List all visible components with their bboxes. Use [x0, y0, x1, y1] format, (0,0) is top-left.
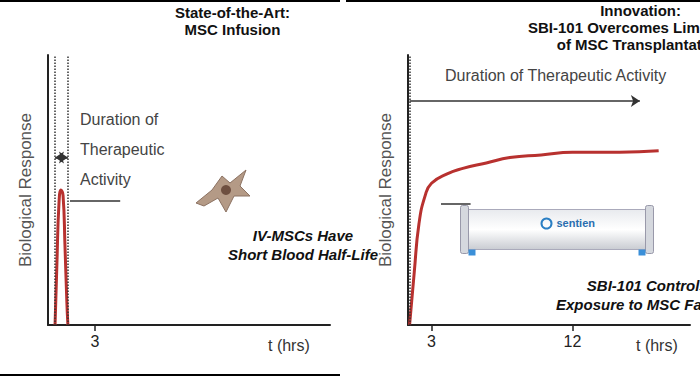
- svg-text:IV-MSCs Have: IV-MSCs Have: [253, 227, 353, 244]
- svg-text:t (hrs): t (hrs): [636, 337, 678, 354]
- svg-text:Duration of Therapeutic Activi: Duration of Therapeutic Activity: [445, 67, 666, 84]
- svg-text:3: 3: [427, 333, 436, 350]
- svg-text:Duration of: Duration of: [80, 111, 159, 128]
- svg-text:SBI-101 Overcomes Limitations: SBI-101 Overcomes Limitations: [528, 19, 700, 36]
- svg-text:Exposure to MSC Factors: Exposure to MSC Factors: [556, 296, 700, 313]
- svg-text:sentien: sentien: [557, 217, 596, 229]
- svg-text:Biological Response: Biological Response: [376, 113, 395, 267]
- svg-text:Biological Response: Biological Response: [16, 113, 35, 267]
- svg-text:Activity: Activity: [80, 171, 131, 188]
- svg-text:MSC Infusion: MSC Infusion: [185, 21, 281, 38]
- svg-text:Innovation:: Innovation:: [600, 2, 681, 19]
- svg-text:3: 3: [91, 333, 100, 350]
- svg-text:Short Blood Half-Life: Short Blood Half-Life: [228, 246, 378, 263]
- svg-text:SBI-101 Controls: SBI-101 Controls: [587, 277, 700, 294]
- svg-text:Therapeutic: Therapeutic: [80, 141, 165, 158]
- svg-text:State-of-the-Art:: State-of-the-Art:: [175, 4, 290, 21]
- svg-text:of MSC Transplantation: of MSC Transplantation: [557, 36, 700, 53]
- svg-text:12: 12: [564, 333, 582, 350]
- svg-text:t (hrs): t (hrs): [268, 337, 310, 354]
